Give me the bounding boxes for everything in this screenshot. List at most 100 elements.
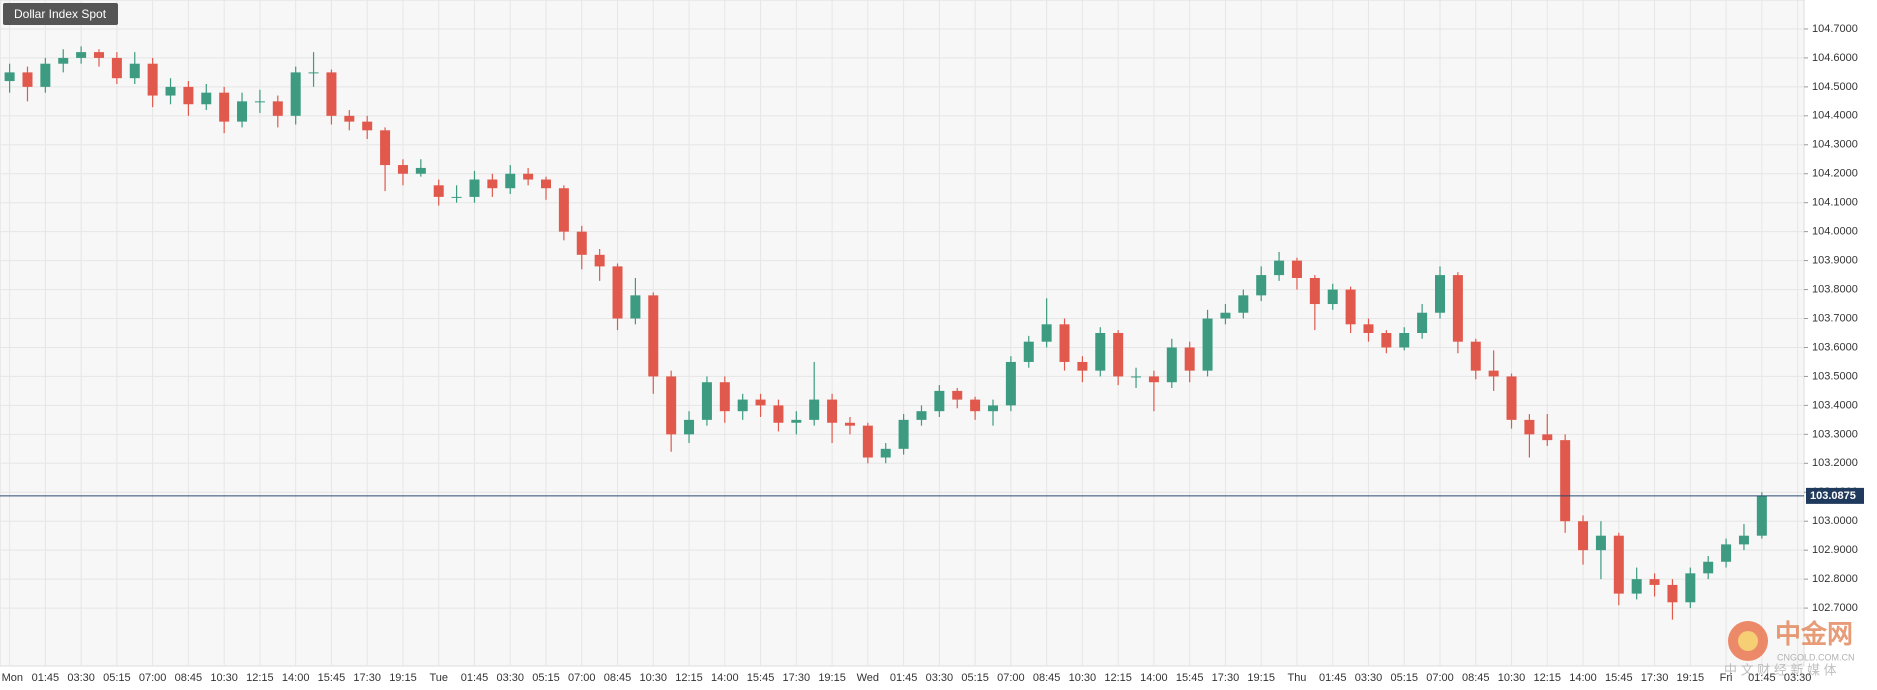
candle-body <box>1059 324 1070 362</box>
candle-body <box>380 130 391 166</box>
candle-body <box>576 231 587 255</box>
candle-body <box>684 419 695 435</box>
x-tick-label: 15:45 <box>1605 672 1633 684</box>
candle-body <box>773 405 784 423</box>
candle-body <box>397 165 408 174</box>
candle-body <box>58 57 69 64</box>
x-tick-label: 19:15 <box>818 672 846 684</box>
y-tick-label: 104.4000 <box>1812 110 1858 122</box>
candle-body <box>1309 277 1320 305</box>
candle-body <box>988 405 998 412</box>
y-tick-label: 103.3000 <box>1812 428 1858 440</box>
candle-body <box>630 295 641 319</box>
candle-body <box>844 422 855 426</box>
x-tick-label: 07:00 <box>997 672 1025 684</box>
x-tick-label: 07:00 <box>139 672 167 684</box>
candle-body <box>1274 260 1285 276</box>
candle-body <box>827 399 838 423</box>
candle-body <box>916 411 927 420</box>
candle-body <box>1148 376 1159 383</box>
x-tick-label: 15:45 <box>747 672 775 684</box>
x-tick-label: 10:30 <box>640 672 668 684</box>
last-price-label: 103.0875 <box>1810 490 1856 502</box>
candle-body <box>1595 535 1606 551</box>
watermark-brand: 中金网 <box>1775 619 1853 649</box>
candle-body <box>1166 347 1177 383</box>
y-tick-label: 102.7000 <box>1812 602 1858 614</box>
x-tick-label: 03:30 <box>67 672 95 684</box>
x-tick-label: 08:45 <box>1462 672 1490 684</box>
x-tick-label: 10:30 <box>1069 672 1097 684</box>
candle-body <box>701 382 712 420</box>
candle-body <box>1721 544 1732 562</box>
x-tick-label: 17:30 <box>1212 672 1240 684</box>
candle-body <box>94 52 104 58</box>
x-tick-label: Tue <box>429 672 448 684</box>
y-tick-label: 103.9000 <box>1812 255 1858 267</box>
candle-body <box>541 179 551 189</box>
candle-body <box>791 419 802 423</box>
candle-body <box>612 266 623 319</box>
candle-body <box>1256 275 1267 296</box>
y-tick-label: 104.3000 <box>1812 139 1858 151</box>
title-box <box>3 3 118 25</box>
x-tick-label: 19:15 <box>1677 672 1705 684</box>
y-tick-label: 104.7000 <box>1812 23 1858 35</box>
candle-body <box>344 115 355 122</box>
x-tick-label: 14:00 <box>282 672 310 684</box>
x-tick-label: 08:45 <box>1033 672 1061 684</box>
x-tick-label: 12:15 <box>1104 672 1132 684</box>
candle-body <box>237 101 248 122</box>
x-tick-label: Mon <box>2 672 23 684</box>
x-tick-label: 05:15 <box>103 672 131 684</box>
x-tick-label: 14:00 <box>711 672 739 684</box>
y-tick-label: 103.4000 <box>1812 399 1858 411</box>
candle-body <box>201 92 212 105</box>
candle-body <box>1095 333 1106 371</box>
candle-body <box>755 399 766 406</box>
x-tick-label: 12:15 <box>1534 672 1562 684</box>
x-tick-label: 19:15 <box>389 672 417 684</box>
x-tick-label: 08:45 <box>604 672 632 684</box>
x-tick-label: 15:45 <box>318 672 346 684</box>
x-tick-label: 05:15 <box>1390 672 1418 684</box>
candle-body <box>22 72 33 87</box>
candle-body <box>183 86 194 105</box>
x-tick-label: 01:45 <box>890 672 918 684</box>
candle-body <box>934 390 945 412</box>
candle-body <box>1452 275 1463 342</box>
candle-body <box>308 72 319 74</box>
candle-body <box>129 63 140 79</box>
candle-body <box>505 173 516 189</box>
candle-body <box>433 185 444 197</box>
candle-body <box>1578 521 1589 551</box>
candle-body <box>1435 275 1445 313</box>
candle-body <box>1077 361 1088 371</box>
candle-body <box>1291 260 1302 278</box>
candle-body <box>1542 434 1553 441</box>
x-tick-label: Fri <box>1720 672 1733 684</box>
x-tick-label: 10:30 <box>210 672 238 684</box>
candle-body <box>219 92 230 122</box>
x-tick-label: 14:00 <box>1569 672 1597 684</box>
candle-body <box>165 86 176 96</box>
candle-body <box>1238 295 1249 313</box>
candle-body <box>523 173 534 180</box>
candle-body <box>862 425 873 458</box>
watermark-slogan: 中 文 财 经 新 媒 体 <box>1724 662 1837 677</box>
x-tick-label: 10:30 <box>1498 672 1526 684</box>
y-tick-label: 104.2000 <box>1812 168 1858 180</box>
x-tick-label: 19:15 <box>1247 672 1275 684</box>
y-tick-label: 102.9000 <box>1812 544 1858 556</box>
candle-body <box>1560 440 1571 522</box>
x-tick-label: 01:45 <box>1319 672 1347 684</box>
candle-body <box>809 399 820 420</box>
x-tick-label: 12:15 <box>246 672 274 684</box>
candle-body <box>1488 370 1499 377</box>
candle-body <box>1667 584 1678 603</box>
y-tick-label: 103.5000 <box>1812 370 1858 382</box>
candle-body <box>1524 419 1535 435</box>
candle-body <box>1417 312 1428 333</box>
watermark-logo-inner <box>1738 631 1758 651</box>
y-tick-label: 104.0000 <box>1812 226 1858 238</box>
